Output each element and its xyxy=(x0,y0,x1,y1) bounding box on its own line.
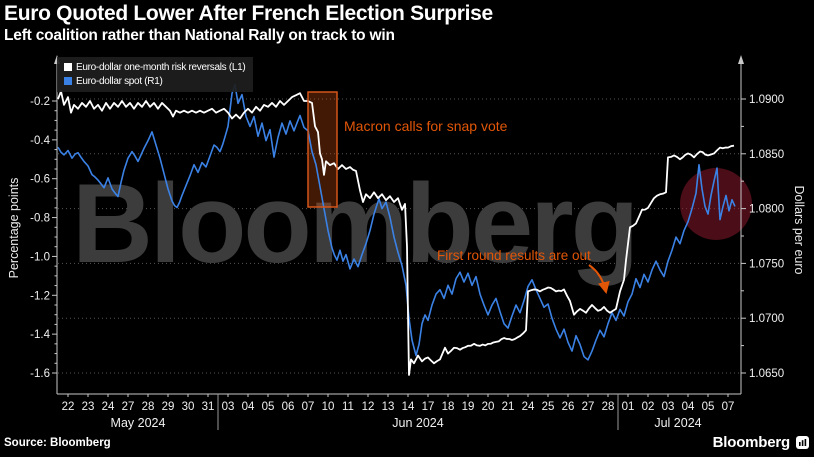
legend-label: Euro-dollar spot (R1) xyxy=(76,75,163,87)
date-label: 01 xyxy=(622,401,635,413)
date-label: 18 xyxy=(442,401,455,413)
watermark-dot xyxy=(680,168,752,240)
date-label: 23 xyxy=(82,401,95,413)
date-label: 21 xyxy=(502,401,515,413)
right-axis-title: Dollars per euro xyxy=(792,185,806,275)
date-label: 17 xyxy=(422,401,435,413)
risk-reversals-line xyxy=(57,90,735,376)
right-axis-tick-label: 1.0800 xyxy=(749,204,784,216)
spot-line xyxy=(57,83,736,361)
page-subtitle: Left coalition rather than National Rall… xyxy=(4,27,395,44)
date-label: 14 xyxy=(402,401,415,413)
date-label: 11 xyxy=(342,401,354,413)
date-label: 27 xyxy=(582,401,595,413)
right-axis-tick-label: 1.0900 xyxy=(749,94,784,106)
left-axis-title: Percentage points xyxy=(7,177,21,279)
chart-legend: Euro-dollar one-month risk reversals (L1… xyxy=(57,57,254,92)
date-label: 12 xyxy=(362,401,375,413)
left-axis-tick-label: -1.6 xyxy=(30,368,50,380)
date-label: 05 xyxy=(702,401,715,413)
date-label: 05 xyxy=(262,401,275,413)
date-label: 31 xyxy=(202,401,215,413)
source-credit: Source: Bloomberg xyxy=(4,437,111,449)
date-label: 24 xyxy=(522,401,535,413)
left-axis-tick-label: -1.2 xyxy=(30,290,50,302)
right-axis-tick-label: 1.0850 xyxy=(749,149,784,161)
left-axis-tick-label: -1.0 xyxy=(30,251,50,263)
date-label: 04 xyxy=(242,401,255,413)
legend-swatch-blue-icon xyxy=(64,77,72,85)
left-axis-tick-label: -0.4 xyxy=(30,135,50,147)
right-axis-cap xyxy=(738,55,744,64)
left-axis-tick-label: -0.8 xyxy=(30,213,50,225)
month-label: Jun 2024 xyxy=(392,416,443,430)
month-label: Jul 2024 xyxy=(654,416,701,430)
date-label: 10 xyxy=(322,401,335,413)
bloomberg-brand: Bloomberg xyxy=(713,434,809,451)
date-label: 28 xyxy=(142,401,155,413)
left-axis-tick-label: -0.2 xyxy=(30,96,50,108)
right-axis-tick-label: 1.0700 xyxy=(749,313,784,325)
date-label: 25 xyxy=(542,401,555,413)
date-label: 28 xyxy=(602,401,615,413)
legend-item-risk-reversals: Euro-dollar one-month risk reversals (L1… xyxy=(64,60,246,74)
annotation-snap-vote: Macron calls for snap vote xyxy=(344,118,508,134)
date-label: 27 xyxy=(122,401,135,413)
first-round-arrow xyxy=(588,264,610,294)
legend-label: Euro-dollar one-month risk reversals (L1… xyxy=(76,61,246,73)
date-label: 02 xyxy=(642,401,655,413)
page-title: Euro Quoted Lower After French Election … xyxy=(4,2,493,25)
date-label: 20 xyxy=(482,401,495,413)
date-label: 26 xyxy=(562,401,575,413)
date-label: 22 xyxy=(62,401,75,413)
right-axis-tick-label: 1.0750 xyxy=(749,258,784,270)
legend-item-spot: Euro-dollar spot (R1) xyxy=(64,74,245,88)
annotation-first-round: First round results are out xyxy=(437,248,591,263)
date-label: 03 xyxy=(222,401,235,413)
right-axis-tick-label: 1.0650 xyxy=(749,368,784,380)
watermark: Bloomberg xyxy=(72,161,636,286)
date-label: 24 xyxy=(102,401,115,413)
date-label: 04 xyxy=(682,401,695,413)
date-label: 07 xyxy=(722,401,735,413)
legend-swatch-white-icon xyxy=(64,63,72,71)
date-label: 06 xyxy=(282,401,295,413)
bloomberg-brand-text: Bloomberg xyxy=(712,434,791,451)
date-label: 03 xyxy=(662,401,675,413)
left-axis-tick-label: -0.6 xyxy=(30,174,50,186)
date-label: 13 xyxy=(382,401,395,413)
left-axis-tick-label: -1.4 xyxy=(30,329,50,341)
date-label: 29 xyxy=(162,401,175,413)
date-label: 30 xyxy=(182,401,195,413)
bloomberg-logo-icon xyxy=(796,436,809,449)
snap-vote-highlight-border xyxy=(307,91,338,208)
date-label: 07 xyxy=(302,401,315,413)
month-label: May 2024 xyxy=(111,416,166,430)
date-label: 19 xyxy=(462,401,475,413)
